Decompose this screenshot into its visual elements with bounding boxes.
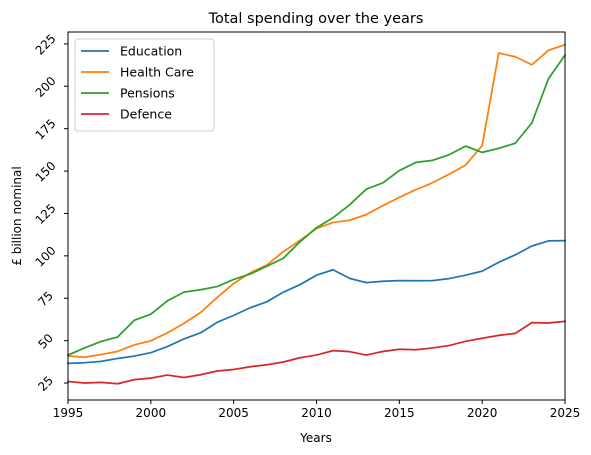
legend-label-health-care: Health Care (120, 65, 194, 80)
x-tick-label: 2020 (467, 406, 498, 420)
legend-label-pensions: Pensions (120, 86, 175, 101)
x-axis-label: Years (299, 431, 332, 445)
x-tick-label: 2025 (550, 406, 581, 420)
x-tick-label: 2005 (218, 406, 249, 420)
x-tick-label: 2010 (301, 406, 332, 420)
x-tick-label: 2015 (384, 406, 415, 420)
chart-title: Total spending over the years (208, 11, 424, 27)
y-axis-label: £ billion nominal (10, 166, 24, 265)
legend-label-education: Education (120, 44, 182, 59)
legend: Education Health Care Pensions Defence (75, 39, 214, 131)
legend-label-defence: Defence (120, 107, 172, 122)
x-tick-label: 2000 (136, 406, 167, 420)
x-tick-label: 1995 (53, 406, 84, 420)
